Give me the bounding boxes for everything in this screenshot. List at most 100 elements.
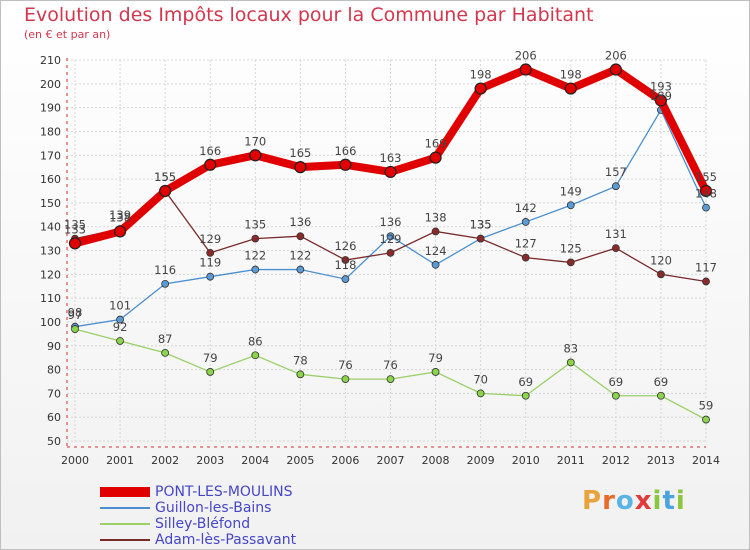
data-label: 149 bbox=[560, 184, 582, 198]
data-label: 155 bbox=[154, 170, 176, 184]
data-label: 206 bbox=[515, 49, 537, 63]
y-tick-label: 70 bbox=[47, 387, 61, 400]
data-point bbox=[251, 265, 260, 274]
y-tick-label: 80 bbox=[47, 364, 61, 377]
data-label: 157 bbox=[605, 165, 627, 179]
data-point bbox=[564, 82, 577, 95]
chart-subtitle: (en € et par an) bbox=[24, 28, 111, 41]
x-tick-label: 2012 bbox=[602, 454, 630, 467]
data-label: 78 bbox=[293, 353, 308, 367]
legend-label: PONT-LES-MOULINS bbox=[155, 484, 293, 500]
data-point bbox=[386, 248, 395, 257]
data-label: 117 bbox=[695, 260, 717, 274]
data-point bbox=[296, 265, 305, 274]
data-point bbox=[521, 253, 530, 262]
x-tick-label: 2011 bbox=[557, 454, 585, 467]
data-point bbox=[251, 351, 260, 360]
y-tick-label: 180 bbox=[40, 125, 61, 138]
data-point bbox=[116, 315, 124, 324]
data-point bbox=[699, 184, 713, 198]
data-label: 129 bbox=[380, 232, 402, 246]
data-label: 139 bbox=[109, 208, 131, 222]
x-tick-label: 2004 bbox=[241, 454, 269, 467]
legend-label: Silley-Bléfond bbox=[155, 516, 251, 532]
legend-label: Guillon-les-Bains bbox=[155, 500, 272, 516]
data-label: 69 bbox=[609, 375, 624, 389]
x-tick-label: 2006 bbox=[331, 454, 359, 467]
data-label: 193 bbox=[650, 79, 672, 93]
data-label: 138 bbox=[425, 210, 447, 224]
data-label: 59 bbox=[699, 399, 714, 413]
x-tick-label: 2007 bbox=[377, 454, 405, 467]
x-tick-label: 2003 bbox=[196, 454, 224, 467]
data-point bbox=[521, 218, 530, 226]
data-label: 129 bbox=[199, 232, 221, 246]
y-tick-label: 210 bbox=[40, 54, 61, 67]
x-tick-label: 2002 bbox=[151, 454, 179, 467]
data-point bbox=[566, 358, 575, 367]
data-point bbox=[204, 158, 217, 171]
x-tick-label: 2013 bbox=[647, 454, 675, 467]
y-tick-label: 130 bbox=[40, 245, 61, 258]
logo-letter: x bbox=[634, 486, 653, 516]
data-point bbox=[702, 203, 710, 212]
data-point bbox=[161, 348, 170, 357]
data-point bbox=[566, 201, 575, 210]
data-point bbox=[476, 389, 485, 398]
data-label: 86 bbox=[248, 334, 263, 348]
y-tick-label: 50 bbox=[47, 435, 61, 448]
y-tick-label: 100 bbox=[40, 316, 61, 329]
data-label: 125 bbox=[560, 241, 582, 255]
data-point bbox=[113, 225, 127, 238]
data-label: 170 bbox=[244, 134, 266, 148]
data-label: 189 bbox=[650, 89, 672, 103]
data-label: 163 bbox=[380, 151, 402, 165]
data-label: 70 bbox=[473, 372, 488, 386]
data-point bbox=[429, 151, 442, 164]
data-label: 69 bbox=[654, 375, 669, 389]
data-label: 69 bbox=[518, 375, 533, 389]
legend-swatch bbox=[100, 523, 150, 525]
data-label: 119 bbox=[199, 256, 221, 270]
data-point bbox=[657, 391, 665, 400]
y-tick-label: 160 bbox=[40, 173, 61, 186]
data-label: 127 bbox=[515, 237, 537, 251]
data-label: 155 bbox=[695, 170, 717, 184]
data-label: 166 bbox=[334, 144, 356, 158]
y-tick-label: 120 bbox=[40, 268, 61, 281]
data-label: 166 bbox=[199, 144, 221, 158]
data-point bbox=[159, 184, 172, 198]
data-point bbox=[474, 82, 487, 95]
data-label: 169 bbox=[425, 137, 447, 151]
data-point bbox=[296, 370, 305, 379]
logo-letter: i bbox=[652, 486, 663, 516]
data-label: 101 bbox=[109, 299, 131, 313]
y-tick-label: 90 bbox=[47, 340, 61, 353]
data-label: 92 bbox=[113, 320, 128, 334]
data-point bbox=[386, 375, 395, 383]
x-tick-label: 2014 bbox=[692, 454, 720, 467]
data-point bbox=[251, 234, 260, 243]
x-tick-label: 2010 bbox=[512, 454, 540, 467]
data-point bbox=[116, 337, 124, 345]
data-label: 142 bbox=[515, 201, 537, 215]
data-label: 79 bbox=[428, 351, 443, 365]
data-point bbox=[341, 256, 350, 264]
data-label: 198 bbox=[470, 68, 492, 82]
logo-letter: i bbox=[675, 486, 686, 516]
data-point bbox=[702, 277, 710, 286]
chart-title: Evolution des Impôts locaux pour la Comm… bbox=[24, 4, 594, 26]
x-tick-label: 2000 bbox=[61, 454, 89, 467]
data-label: 138 bbox=[109, 210, 131, 224]
y-tick-label: 110 bbox=[40, 292, 61, 305]
data-point bbox=[384, 165, 397, 179]
data-point bbox=[611, 182, 620, 191]
logo-letter: o bbox=[615, 486, 635, 516]
data-label: 87 bbox=[158, 332, 173, 346]
logo-letter: P bbox=[582, 486, 603, 516]
data-label: 83 bbox=[563, 341, 578, 355]
legend-swatch bbox=[100, 507, 150, 509]
logo-letter: t bbox=[662, 486, 676, 516]
